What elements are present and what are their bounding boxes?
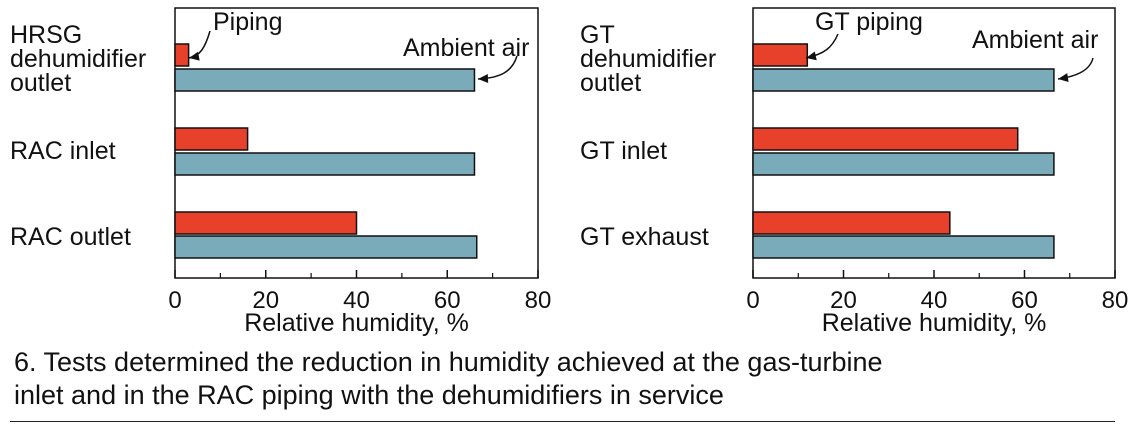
annotation-arrowhead [806,51,817,61]
caption-rule [10,421,1115,422]
x-tick-label: 40 [921,287,948,314]
bar-piping-2 [752,127,1019,151]
annotation-leader [188,30,211,59]
series-annotation-label: Ambient air [403,34,529,62]
figure-caption: 6. Tests determined the reduction in hum… [14,346,1124,412]
category-label: outlet [10,69,71,97]
category-label: RAC outlet [10,223,131,251]
annotation-arrowhead [189,51,200,61]
annotation-arrowhead [1058,73,1069,82]
bar-piping-3 [752,211,951,235]
caption-line-1: 6. Tests determined the reduction in hum… [14,347,883,377]
bar-piping-1 [752,43,809,67]
annotation-leader [805,33,839,59]
bar-ambient-3 [174,235,478,259]
x-tick-label: 40 [343,287,370,314]
category-label: dehumidifier [10,45,146,73]
x-axis-label: Relative humidity, % [822,309,1047,337]
x-tick-label: 60 [1011,287,1038,314]
category-label: dehumidifier [580,45,716,73]
bar-piping-2 [174,127,249,151]
series-annotation-label: GT piping [815,8,923,36]
x-tick-label: 20 [252,287,279,314]
category-label: RAC inlet [10,137,116,165]
category-label: GT exhaust [580,223,709,251]
x-axis-label: Relative humidity, % [244,309,469,337]
bar-ambient-2 [174,152,476,176]
bar-piping-3 [174,211,358,235]
category-label: GT inlet [580,137,667,165]
x-tick-label: 60 [434,287,461,314]
bar-ambient-1 [752,68,1055,92]
bar-ambient-3 [752,235,1055,259]
x-tick-label: 80 [1102,287,1129,314]
category-label: outlet [580,69,641,97]
x-tick-label: 20 [830,287,857,314]
bar-ambient-1 [174,68,476,92]
category-label: GT [580,21,615,49]
caption-line-2: inlet and in the RAC piping with the deh… [14,380,724,410]
x-tick-label: 80 [525,287,552,314]
x-tick-label: 0 [168,287,181,314]
category-label: HRSG [10,21,82,49]
series-annotation-label: Piping [213,8,283,36]
x-tick-label: 0 [746,287,759,314]
annotation-arrowhead [478,74,489,84]
bar-piping-1 [174,43,190,67]
bar-ambient-2 [752,152,1055,176]
series-annotation-label: Ambient air [972,26,1098,54]
